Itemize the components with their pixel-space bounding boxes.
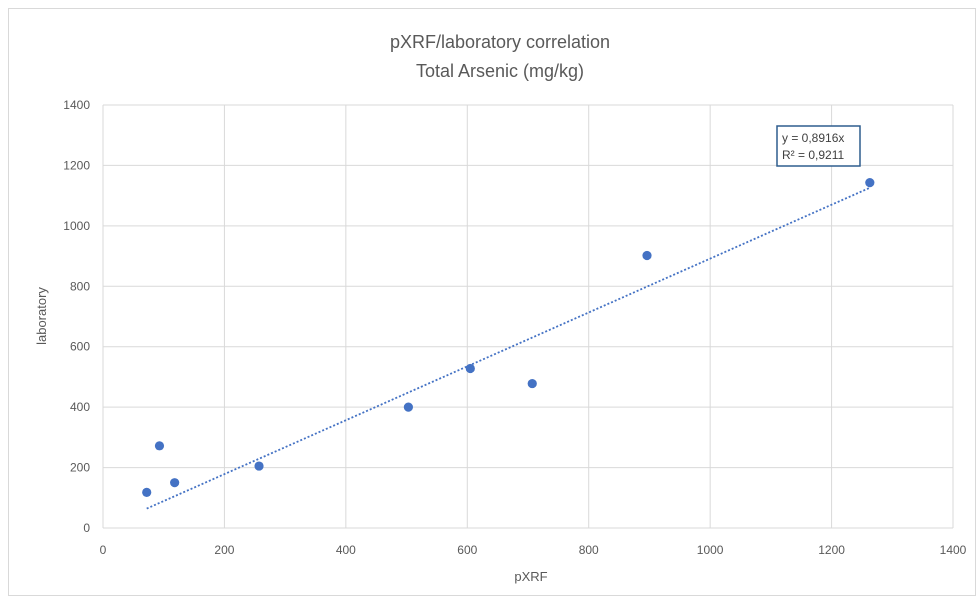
trendline-equation: y = 0,8916x xyxy=(782,131,844,145)
trendline-layer xyxy=(146,186,871,510)
data-point xyxy=(154,441,165,451)
data-point xyxy=(170,478,180,488)
x-tick-label: 400 xyxy=(336,543,356,557)
data-point xyxy=(142,487,152,497)
data-point xyxy=(465,363,475,374)
x-tick-label: 0 xyxy=(100,543,107,557)
trendline xyxy=(146,186,871,510)
x-tick-label: 1400 xyxy=(940,543,967,557)
x-tick-label: 200 xyxy=(214,543,234,557)
data-point xyxy=(642,250,652,261)
trendline-r-squared: R² = 0,9211 xyxy=(782,148,844,162)
equation-box-border xyxy=(776,125,861,167)
y-tick-label: 1200 xyxy=(63,158,90,172)
x-tick-label: 1200 xyxy=(818,543,845,557)
chart-title: pXRF/laboratory correlation xyxy=(390,32,610,52)
data-point xyxy=(865,178,875,188)
x-tick-label: 1000 xyxy=(697,543,724,557)
y-axis-title: laboratory xyxy=(34,287,49,345)
data-point xyxy=(527,378,537,389)
data-points xyxy=(142,178,875,497)
y-tick-label: 1400 xyxy=(63,98,90,112)
y-tick-label: 0 xyxy=(83,521,90,535)
trendline-equation-box: y = 0,8916x R² = 0,9211 xyxy=(776,125,861,167)
y-tick-label: 600 xyxy=(70,340,90,354)
chart-subtitle: Total Arsenic (mg/kg) xyxy=(416,61,584,81)
x-tick-label: 800 xyxy=(579,543,599,557)
y-tick-label: 200 xyxy=(70,461,90,475)
x-tick-label: 600 xyxy=(457,543,477,557)
data-point xyxy=(254,461,264,471)
data-point xyxy=(403,402,413,412)
y-tick-label: 800 xyxy=(70,279,90,293)
tick-labels: 0 200 400 600 800 1000 1200 1400 0 200 400 600 800 10… xyxy=(63,98,966,557)
y-tick-label: 400 xyxy=(70,400,90,414)
x-axis-title: pXRF xyxy=(514,569,547,584)
grid-lines xyxy=(102,104,954,529)
y-tick-label: 1000 xyxy=(63,219,90,233)
